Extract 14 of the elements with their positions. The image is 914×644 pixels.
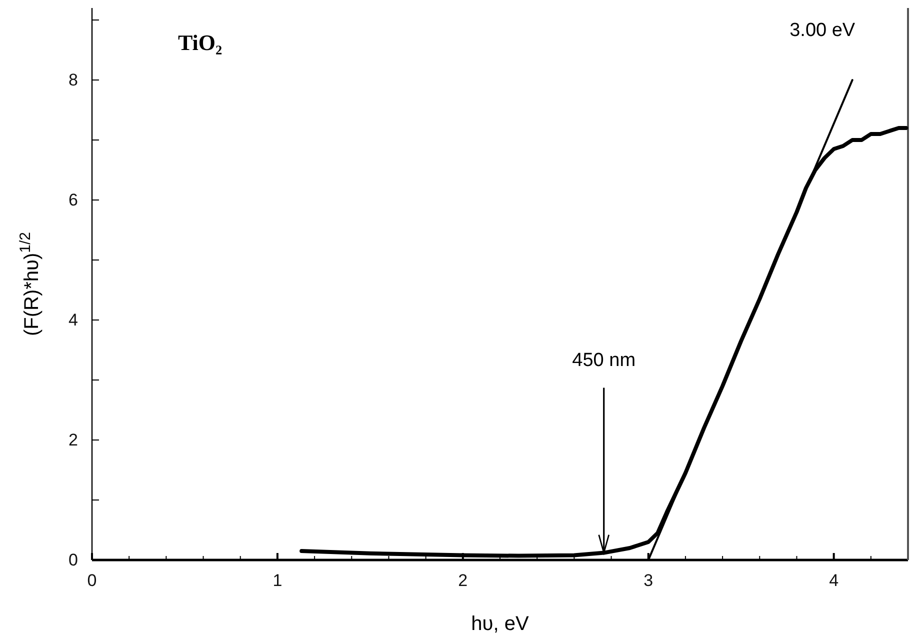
annotation: 3.00 eV (790, 20, 856, 41)
x-tick-label: 0 (87, 571, 97, 590)
text: TiO₂ (178, 30, 222, 55)
y-tick-label: 8 (68, 70, 78, 90)
y-tick-label: 2 (68, 430, 78, 450)
x-axis-title: hυ, eV (471, 613, 530, 635)
x-tick-label: 4 (829, 571, 839, 590)
x-tick-label: 3 (644, 571, 654, 590)
annotation: 450 nm (572, 350, 636, 371)
x-tick-label: 1 (272, 571, 282, 590)
y-tick-label: 6 (68, 190, 78, 210)
x-tick-label: 2 (458, 571, 468, 590)
y-tick-label: 4 (68, 310, 78, 330)
y-tick-label: 0 (68, 550, 78, 570)
